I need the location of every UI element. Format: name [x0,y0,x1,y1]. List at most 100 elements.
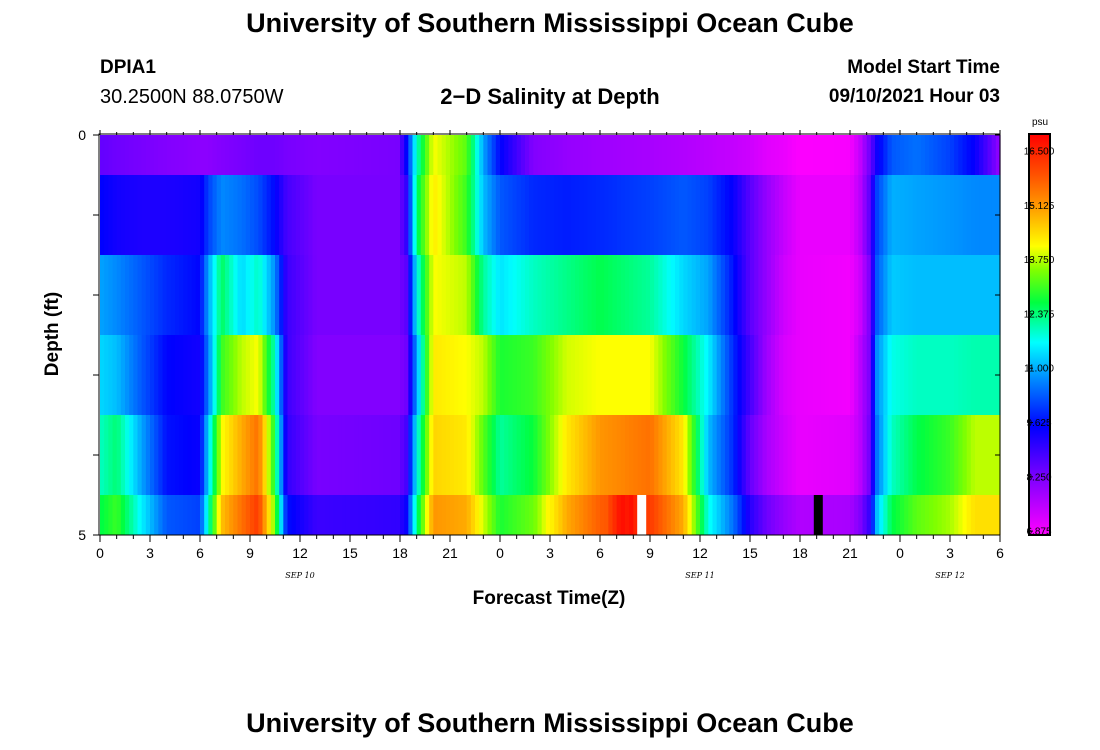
heatmap-cell [133,495,139,535]
heatmap-cell [600,495,605,535]
heatmap-cell [866,335,872,415]
heatmap-cell [416,135,422,175]
heatmap-cell [375,495,380,535]
heatmap-cell [808,135,814,175]
heatmap-cell [462,175,468,255]
heatmap-cell [675,135,680,175]
heatmap-cell [458,415,464,495]
heatmap-cell [391,255,397,335]
heatmap-cell [320,495,326,535]
heatmap-cell [841,335,847,415]
heatmap-cell [154,335,159,415]
heatmap-cell [541,415,547,495]
heatmap-cell [691,175,697,255]
heatmap-cell [841,415,847,495]
heatmap-cell [345,495,351,535]
heatmap-cell [200,135,205,175]
heatmap-cell [804,415,809,495]
heatmap-cell [733,255,739,335]
heatmap-cell [629,415,634,495]
heatmap-cell [608,335,614,415]
heatmap-cell [470,415,476,495]
heatmap-cell [754,495,759,535]
heatmap-cell [212,175,218,255]
heatmap-cell [808,255,814,335]
heatmap-cell [862,335,868,415]
heatmap-cell [316,415,322,495]
heatmap-cell [141,175,147,255]
heatmap-cell [800,135,805,175]
heatmap-cell [616,135,622,175]
heatmap-cell [979,255,984,335]
heatmap-cell [533,135,539,175]
heatmap-cell [645,175,651,255]
heatmap-cell [412,495,418,535]
heatmap-cell [166,495,172,535]
heatmap-cell [816,175,822,255]
heatmap-cell [116,255,122,335]
heatmap-cell [258,135,264,175]
heatmap-cell [537,135,543,175]
heatmap-cell [308,495,314,535]
heatmap-cell [845,175,851,255]
heatmap-cell [275,415,280,495]
heatmap-cell [758,495,764,535]
heatmap-cell [216,495,222,535]
colorbar-label: 15.125 [1024,201,1055,212]
heatmap-cell [883,175,889,255]
heatmap-cell [283,255,289,335]
heatmap-cell [379,335,384,415]
heatmap-cell [129,335,134,415]
heatmap-cell [966,135,972,175]
heatmap-cell [787,415,793,495]
heatmap-cell [541,175,547,255]
heatmap-cell [795,335,801,415]
heatmap-cell [116,495,122,535]
heatmap-cell [854,335,859,415]
heatmap-cell [150,255,155,335]
heatmap-cell [816,415,822,495]
heatmap-cell [283,135,289,175]
heatmap-cell [987,175,993,255]
heatmap-cell [695,335,701,415]
heatmap-cell [362,415,368,495]
heatmap-cell [862,175,868,255]
heatmap-cell [475,255,480,335]
heatmap-cell [820,255,826,335]
heatmap-cell [804,175,809,255]
heatmap-cell [212,255,218,335]
heatmap-cell [770,255,776,335]
heatmap-cell [779,335,784,415]
heatmap-cell [958,495,964,535]
heatmap-cell [158,175,164,255]
heatmap-cell [970,135,976,175]
heatmap-cell [287,175,293,255]
heatmap-cell [908,335,914,415]
heatmap-cell [675,495,680,535]
heatmap-cell [508,255,514,335]
heatmap-cell [270,175,276,255]
heatmap-cell [304,335,309,415]
heatmap-cell [612,415,618,495]
heatmap-cell [608,415,614,495]
heatmap-cell [579,175,584,255]
x-tick-label: 12 [692,545,708,561]
heatmap-cell [333,175,339,255]
heatmap-cell [254,255,259,335]
heatmap-cell [391,415,397,495]
heatmap-cell [254,175,259,255]
heatmap-cell [270,335,276,415]
heatmap-cell [658,335,664,415]
heatmap-cell [266,495,272,535]
heatmap-cell [916,255,922,335]
heatmap-cell [762,415,768,495]
heatmap-cell [512,335,518,415]
heatmap-cell [729,255,734,335]
heatmap-cell [762,335,768,415]
heatmap-cell [495,175,501,255]
heatmap-cell [991,495,997,535]
heatmap-cell [933,255,939,335]
heatmap-cell [775,175,780,255]
heatmap-cell [204,335,209,415]
heatmap-cell [554,495,559,535]
